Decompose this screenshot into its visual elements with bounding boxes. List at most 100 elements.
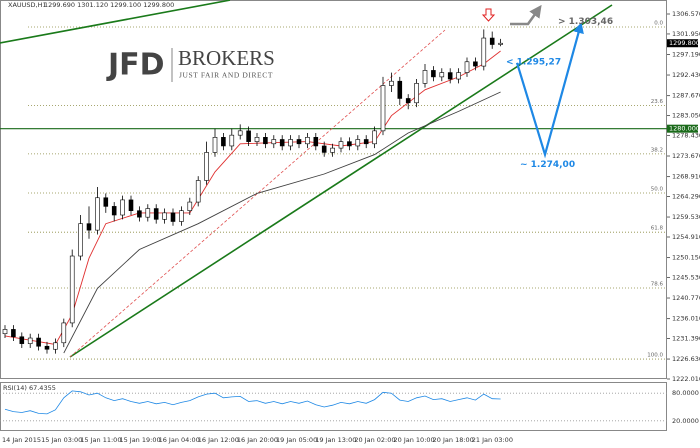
fib-label: 61.8 xyxy=(651,226,664,232)
fib-label: 50.0 xyxy=(651,187,664,193)
y-tick-label: 1283.050 xyxy=(672,112,700,120)
candle-body xyxy=(44,345,50,350)
candle-body xyxy=(431,70,436,78)
candle-body xyxy=(338,141,344,149)
x-tick-label: 20 Jan 18:00 xyxy=(433,436,474,444)
x-tick-label: 16 Jan 12:00 xyxy=(198,436,239,444)
x-tick-label: 15 Jan 19:00 xyxy=(119,436,160,444)
candle-body xyxy=(473,61,478,67)
candle-body xyxy=(372,130,377,145)
main-frame xyxy=(0,0,667,379)
rsi-frame xyxy=(0,382,667,431)
candle-body xyxy=(137,210,142,218)
candle-body xyxy=(212,137,218,153)
candle-body xyxy=(271,139,277,145)
candle-body xyxy=(78,223,83,257)
candle-body xyxy=(36,337,41,347)
candle-body xyxy=(254,137,260,142)
y-tick-label: 1254.910 xyxy=(672,233,700,241)
signal-arrow xyxy=(481,8,496,22)
y-tick-label: 1278.430 xyxy=(672,131,700,139)
candle-body xyxy=(11,329,16,338)
candle-body xyxy=(397,80,403,99)
candle-body xyxy=(204,152,209,181)
candle-body xyxy=(2,329,8,335)
candle-body xyxy=(498,42,503,45)
candle-body xyxy=(313,137,319,147)
last-price-box xyxy=(667,39,698,48)
x-tick-label: 19 Jan 13:00 xyxy=(315,436,356,444)
candle-body xyxy=(195,180,201,203)
support-label-box xyxy=(667,124,698,133)
candle-body xyxy=(347,141,352,147)
x-tick-label: 20 Jan 02:00 xyxy=(354,436,395,444)
candle-body xyxy=(321,145,327,153)
logo: JFD BROKERS JUST FAIR AND DIRECT xyxy=(106,46,275,83)
y-tick-label: 1226.630 xyxy=(672,355,700,363)
projection-label: ~ 1.274,00 xyxy=(520,160,575,170)
rsi-line xyxy=(4,390,501,415)
logo-brand: BROKERS xyxy=(178,46,275,70)
axis-layer: 1306.570 1301.950 1297.190 1292.430 1287.670… xyxy=(2,10,700,444)
candle-body xyxy=(389,80,394,86)
fib-label: 0.0 xyxy=(654,20,663,26)
candle-body xyxy=(53,342,58,350)
candle-body xyxy=(288,139,293,147)
trendline xyxy=(0,0,231,44)
candle-body xyxy=(464,61,470,73)
candle-body xyxy=(439,72,445,78)
candle-body xyxy=(95,197,100,231)
candle-body xyxy=(246,130,251,142)
y-tick-label: 1306.570 xyxy=(672,10,700,18)
fib-label: 100.0 xyxy=(647,353,663,359)
x-tick-label: 15 Jan 11:00 xyxy=(80,436,121,444)
candle-body xyxy=(153,208,159,220)
moving-average xyxy=(4,50,501,345)
y-tick-label: 1273.670 xyxy=(672,152,700,160)
candle-body xyxy=(456,72,461,80)
candle-body xyxy=(221,137,226,147)
y-tick-label: 1297.190 xyxy=(672,50,700,58)
plot-layer: < 1.295,27 ~ 1.274,00 > 1.303,46 xyxy=(0,0,613,415)
rsi-tick-label: 20.0000 xyxy=(672,417,699,425)
x-tick-label: 21 Jan 03:00 xyxy=(472,436,513,444)
candle-body xyxy=(69,255,75,324)
candle-body xyxy=(120,199,125,216)
y-tick-label: 1287.670 xyxy=(672,92,700,100)
x-tick-label: 16 Jan 04:00 xyxy=(159,436,200,444)
fib-label: 38.2 xyxy=(651,147,663,153)
x-tick-label: 19 Jan 05:00 xyxy=(276,436,317,444)
candle-body xyxy=(103,197,109,207)
rsi-label: RSI(14) 67.4355 xyxy=(3,384,56,392)
fib-label: 78.6 xyxy=(651,281,664,287)
candle-body xyxy=(422,70,428,84)
candle-body xyxy=(447,72,453,80)
candle-body xyxy=(263,137,268,145)
y-tick-label: 1231.390 xyxy=(672,335,700,343)
candle-body xyxy=(355,139,361,147)
y-tick-label: 1259.530 xyxy=(672,213,700,221)
x-tick-label: 16 Jan 20:00 xyxy=(237,436,278,444)
candle-body xyxy=(279,139,285,147)
projection-label: > 1.303,46 xyxy=(558,17,613,27)
y-tick-label: 1240.770 xyxy=(672,294,700,302)
x-tick-label: 14 Jan 2015 xyxy=(2,436,41,444)
y-tick-label: 1222.010 xyxy=(672,375,700,383)
moving-average xyxy=(63,91,501,354)
candle-body xyxy=(111,206,117,216)
y-tick-label: 1292.430 xyxy=(672,71,700,79)
candle-body xyxy=(19,336,25,344)
candle-body xyxy=(187,201,193,212)
candle-body xyxy=(330,147,335,153)
symbol: XAUUSD,H1 xyxy=(8,1,47,9)
trendline xyxy=(69,4,613,358)
candle-body xyxy=(145,208,151,218)
x-tick-label: 20 Jan 10:00 xyxy=(394,436,435,444)
candle-body xyxy=(380,85,386,132)
projection-label: < 1.295,27 xyxy=(506,57,561,67)
candle-body xyxy=(305,137,310,145)
candle-body xyxy=(179,210,184,222)
candle-body xyxy=(162,212,167,220)
candle-body xyxy=(61,322,67,344)
